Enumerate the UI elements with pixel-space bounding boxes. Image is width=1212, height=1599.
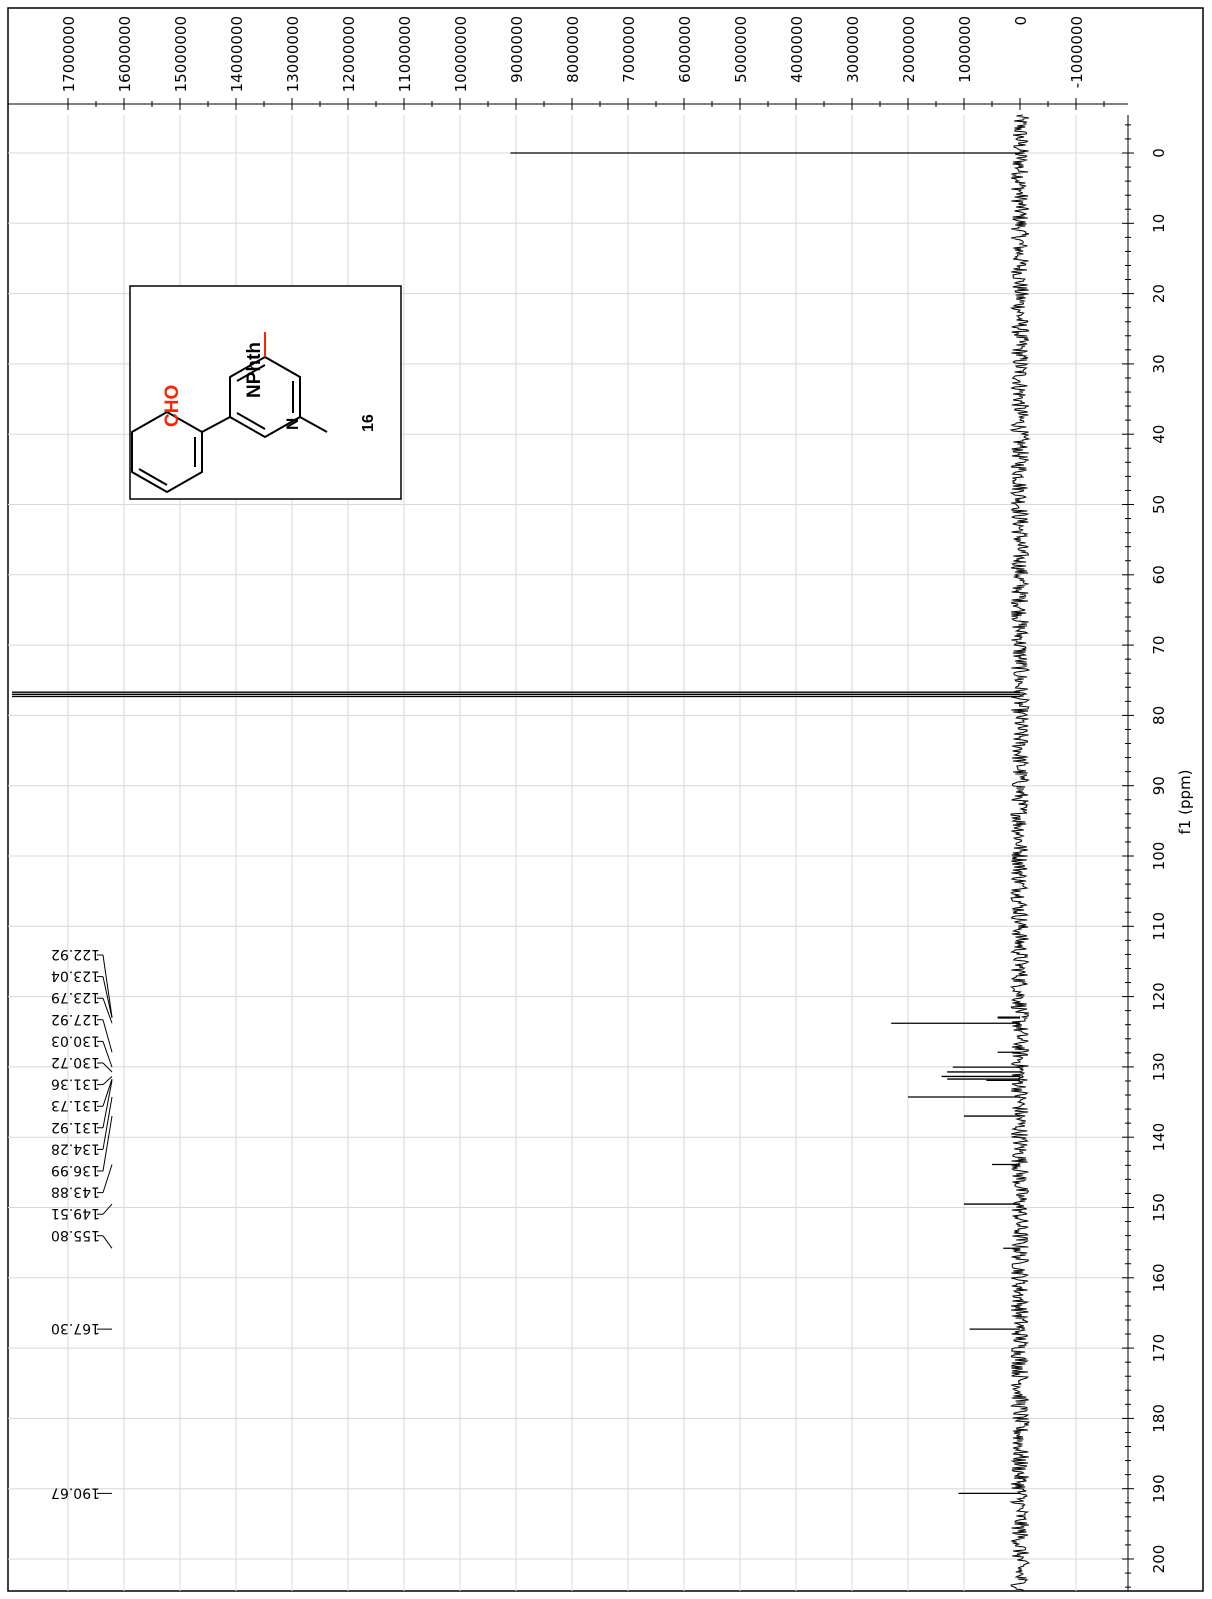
intensity-tick-label: 4000000: [788, 16, 806, 83]
peak-label: 143.88: [51, 1184, 100, 1200]
ppm-tick-label: 200: [1150, 1545, 1168, 1574]
cho-label: CHO: [162, 385, 183, 427]
ppm-tick-label: 190: [1150, 1474, 1168, 1503]
intensity-tick-label: 14000000: [228, 16, 246, 92]
ppm-tick-label: 90: [1150, 776, 1168, 795]
intensity-tick-label: 11000000: [396, 16, 414, 92]
peak-label: 155.80: [51, 1227, 100, 1243]
ppm-tick-label: 180: [1150, 1404, 1168, 1433]
peaks: [12, 152, 1020, 1495]
peak-label-leader: [97, 1078, 113, 1107]
intensity-tick-label: 2000000: [900, 16, 918, 83]
ppm-tick-label: 20: [1150, 284, 1168, 303]
peak-label-leader: [97, 1076, 113, 1086]
peak-label-leader: [97, 1096, 113, 1150]
compound-number: 16: [360, 414, 377, 432]
peak-label: 167.30: [51, 1320, 100, 1336]
ppm-tick-label: 40: [1150, 425, 1168, 444]
intensity-tick-label: 15000000: [172, 16, 190, 92]
intensity-tick-label: 9000000: [508, 16, 526, 83]
peak-label: 190.67: [51, 1484, 100, 1500]
intensity-tick-label: 0: [1012, 16, 1030, 26]
ppm-tick-label: 170: [1150, 1334, 1168, 1363]
peak-label-leader: [97, 1019, 113, 1053]
ppm-tick-label: 50: [1150, 495, 1168, 514]
peak-label: 123.04: [51, 968, 100, 984]
peak-label-leader: [97, 1203, 113, 1215]
intensity-tick-label: 6000000: [676, 16, 694, 83]
peak-label: 123.79: [51, 989, 100, 1005]
ppm-tick-label: 150: [1150, 1193, 1168, 1222]
intensity-tick-label: 17000000: [60, 16, 78, 92]
ppm-tick-label: 70: [1150, 636, 1168, 655]
intensity-tick-label: 7000000: [620, 16, 638, 83]
ppm-tick-label: 110: [1150, 912, 1168, 941]
ppm-tick-label: 10: [1150, 214, 1168, 233]
ppm-tick-label: 30: [1150, 354, 1168, 373]
peak-label-leader: [97, 1040, 113, 1068]
peak-label: 131.73: [51, 1097, 100, 1113]
ppm-axis: 0 10 20 30 40 50 60 70 80 90 100 110 120 130 140 150 160…: [1122, 115, 1168, 1591]
peak-label-leader: [97, 1062, 113, 1073]
molecule-drawing: [131, 332, 328, 494]
peak-label: 131.36: [51, 1076, 100, 1092]
peak-label: 134.28: [51, 1140, 100, 1156]
pyridine-n-label: N: [283, 418, 302, 430]
peak-label-leader: [97, 1164, 113, 1194]
ppm-tick-label: 0: [1150, 148, 1168, 158]
peak-label-leader: [97, 1235, 113, 1249]
peak-label-leader: [97, 1115, 113, 1172]
intensity-tick-label: 1000000: [956, 16, 974, 83]
peak-labels: 122.92 123.04 123.79 127.92 130.03 130.72 131.…: [51, 946, 113, 1500]
peak-label: 122.92: [51, 946, 100, 962]
nphth-label: NPhth: [244, 342, 265, 398]
ppm-tick-label: 160: [1150, 1263, 1168, 1292]
peak-label-leader: [97, 1080, 113, 1129]
intensity-tick-label: 13000000: [284, 16, 302, 92]
intensity-tick-label: 3000000: [844, 16, 862, 83]
ppm-axis-label: f1 (ppm): [1176, 770, 1194, 835]
intensity-tick-label: 8000000: [564, 16, 582, 83]
grid: [8, 115, 1128, 1591]
plot-frame: [7, 7, 1204, 1592]
intensity-tick-label: 10000000: [452, 16, 470, 92]
intensity-tick-label: 12000000: [340, 16, 358, 92]
peak-label: 149.51: [51, 1205, 100, 1221]
structure-box: [129, 285, 402, 500]
peak-label-leader: [97, 997, 113, 1024]
ppm-tick-label: 80: [1150, 706, 1168, 725]
intensity-axis: 17000000 16000000 15000000 14000000 13000000…: [8, 16, 1128, 110]
ppm-tick-label: 130: [1150, 1053, 1168, 1082]
peak-label-leader: [97, 976, 113, 1019]
peak-label: 131.92: [51, 1119, 100, 1135]
intensity-tick-label: -1000000: [1068, 16, 1086, 88]
peak-label: 127.92: [51, 1011, 100, 1027]
baseline-noise-trace: [1009, 114, 1031, 1592]
baseline-noise: [1009, 114, 1031, 1592]
peak-label: 130.03: [51, 1032, 100, 1048]
peak-label: 130.72: [51, 1054, 100, 1070]
ppm-tick-label: 120: [1150, 982, 1168, 1011]
peak-label-leader: [97, 954, 113, 1018]
ppm-tick-label: 60: [1150, 565, 1168, 584]
intensity-tick-label: 5000000: [732, 16, 750, 83]
ppm-tick-label: 140: [1150, 1123, 1168, 1152]
ppm-tick-label: 100: [1150, 842, 1168, 871]
intensity-tick-label: 16000000: [116, 16, 134, 92]
peak-label: 136.99: [51, 1162, 100, 1178]
